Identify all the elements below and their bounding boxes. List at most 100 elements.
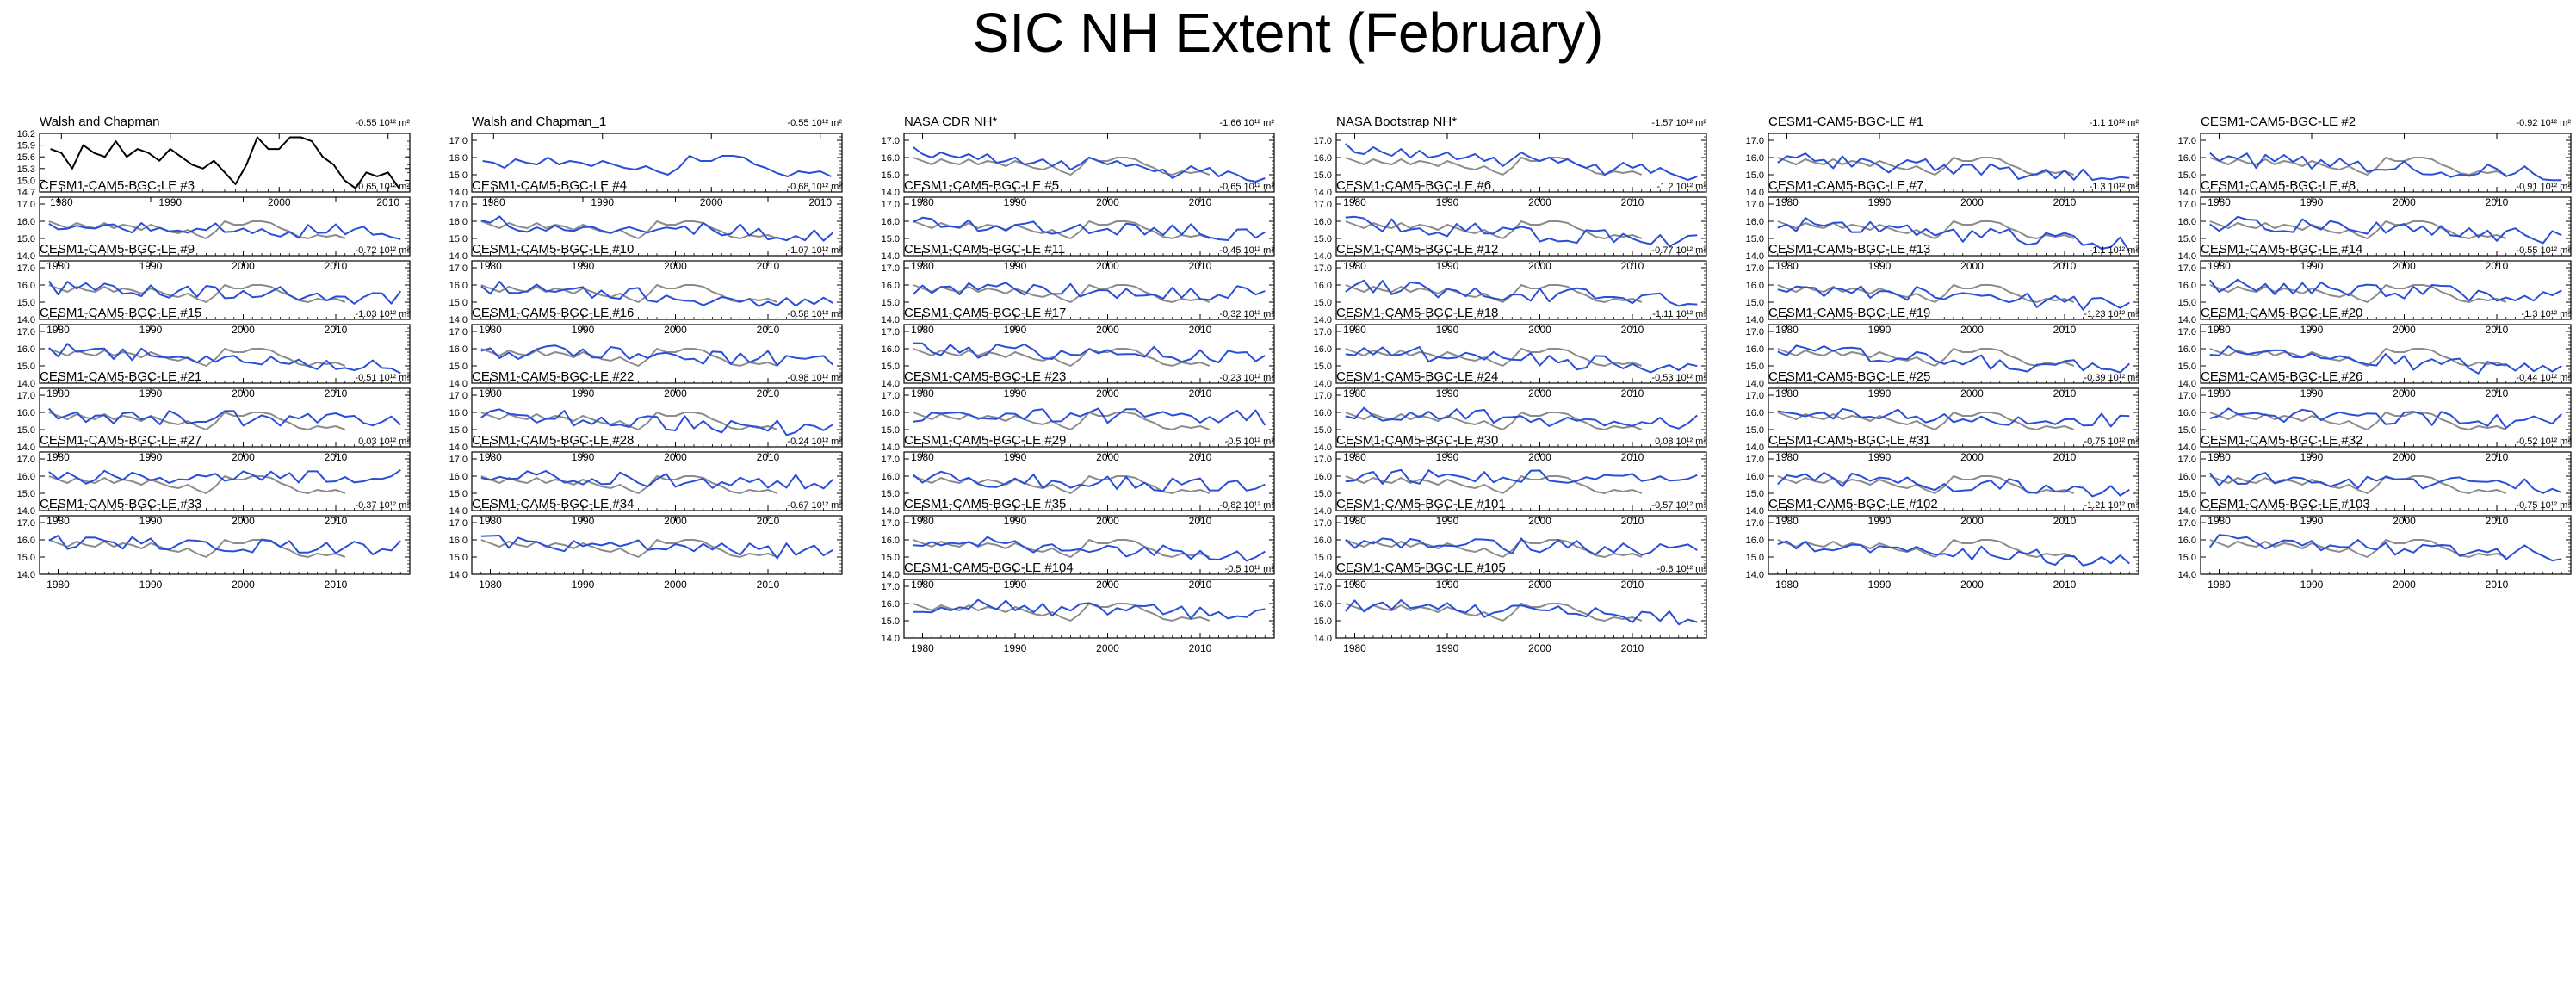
y-tick-label: 16.0 [449, 153, 468, 164]
y-tick-label: 16.0 [449, 344, 468, 355]
y-tick-label: 16.0 [1746, 408, 1764, 418]
trend-label: -0.55 10¹² m² [787, 118, 842, 128]
series-line [913, 598, 1266, 620]
x-tick-label: 2000 [1960, 579, 1984, 591]
y-tick-label: 16.0 [1314, 281, 1332, 291]
y-tick-label: 14.0 [449, 188, 468, 198]
trend-label: 0.03 10¹² m² [358, 436, 410, 447]
x-tick-label: 2010 [2053, 579, 2077, 591]
series-line [1345, 157, 1643, 176]
x-tick-label: 1990 [2300, 579, 2324, 591]
y-tick-label: 15.0 [449, 553, 468, 563]
chart-panel: CESM1-CAM5-BGC-LE #3 -0.65 10¹² m² 17.0 16.… [17, 178, 411, 272]
y-tick-label: 15.0 [17, 425, 35, 436]
x-tick-label: 1990 [591, 196, 614, 208]
trend-label: -1.11 10¹² m² [1652, 309, 1706, 319]
y-tick-label: 15.0 [17, 553, 35, 563]
series-line [1345, 406, 1698, 430]
chart-panel: CESM1-CAM5-BGC-LE #31 -0.75 10¹² m² 17.0 16… [1746, 433, 2139, 527]
series-line [480, 539, 778, 558]
plot-frame [39, 515, 411, 575]
series-line [1777, 540, 2130, 567]
series-line [2209, 345, 2562, 375]
y-tick-label: 14.0 [449, 506, 468, 517]
panel-title: NASA CDR NH* [904, 115, 998, 129]
series-line [1777, 152, 2130, 181]
series-line [913, 536, 1266, 562]
trend-label: -1.66 10¹² m² [1219, 118, 1274, 128]
x-tick-label: 2000 [2393, 579, 2416, 591]
chart-panel: CESM1-CAM5-BGC-LE #22 -0.98 10¹² m² 17.0 16… [449, 369, 843, 463]
trend-label: -1.03 10¹² m² [355, 309, 410, 319]
chart-panel: CESM1-CAM5-BGC-LE #34 -0.67 10¹² m² 17.0 16… [449, 497, 843, 591]
panel-title: CESM1-CAM5-BGC-LE #23 [904, 369, 1066, 384]
series-line [2209, 215, 2562, 245]
series-line [1345, 539, 1643, 558]
y-tick-label: 17.0 [449, 327, 468, 337]
series-line [2208, 534, 2562, 562]
y-tick-label: 14.0 [1746, 188, 1764, 198]
y-tick-label: 15.0 [882, 616, 900, 627]
y-tick-label: 14.0 [2178, 379, 2196, 389]
y-tick-label: 15.6 [17, 152, 35, 163]
y-tick-label: 14.0 [2178, 570, 2196, 580]
panel-title: CESM1-CAM5-BGC-LE #24 [1336, 369, 1498, 384]
trend-label: -1.3 10¹² m² [2090, 182, 2139, 192]
chart-panel: NASA CDR NH* -1.66 10¹² m² 17.0 16.0 15.0 14.… [882, 115, 1275, 208]
trend-label: -1.1 10¹² m² [2090, 245, 2139, 256]
x-tick-label: 1990 [1436, 642, 1459, 654]
panel-title: CESM1-CAM5-BGC-LE #32 [2201, 433, 2362, 448]
panel-title: CESM1-CAM5-BGC-LE #10 [472, 242, 634, 257]
y-tick-label: 15.0 [2178, 362, 2196, 372]
series-line [1777, 412, 2075, 430]
trend-label: -0.65 10¹² m² [355, 182, 410, 192]
y-tick-label: 16.0 [449, 472, 468, 482]
series-line [913, 216, 1266, 241]
series-line [480, 475, 778, 494]
y-tick-label: 14.7 [17, 188, 35, 198]
trend-label: -0.55 10¹² m² [355, 118, 410, 128]
chart-panel: NASA Bootstrap NH* -1.57 10¹² m² 17.0 16.0 1… [1314, 115, 1707, 208]
y-tick-label: 15.0 [449, 425, 468, 436]
trend-label: -0.58 10¹² m² [787, 309, 842, 319]
chart-panel: CESM1-CAM5-BGC-LE #16 -0.58 10¹² m² 17.0 16… [449, 306, 843, 399]
y-tick-label: 15.3 [17, 164, 35, 175]
y-tick-label: 16.0 [2178, 281, 2196, 291]
x-tick-label: 2010 [757, 579, 780, 591]
y-tick-label: 17.0 [17, 391, 35, 401]
series-line [48, 343, 401, 375]
y-tick-label: 14.0 [2178, 188, 2196, 198]
y-tick-label: 16.0 [2178, 408, 2196, 418]
y-tick-label: 14.0 [2178, 506, 2196, 517]
trend-label: -0.65 10¹² m² [1219, 182, 1274, 192]
y-tick-label: 16.0 [1314, 344, 1332, 355]
y-tick-label: 14.0 [17, 315, 35, 325]
trend-label: -1.3 10¹² m² [2522, 309, 2572, 319]
chart-panel: Walsh and Chapman -0.55 10¹² m²16.215.915… [17, 115, 411, 208]
trend-label: -0.92 10¹² m² [2516, 118, 2571, 128]
y-tick-label: 16.0 [882, 217, 900, 227]
y-tick-label: 17.0 [2178, 263, 2196, 274]
y-tick-label: 14.0 [882, 251, 900, 262]
y-tick-label: 14.0 [2178, 443, 2196, 453]
series-line [48, 468, 401, 485]
y-tick-label: 14.0 [1314, 188, 1332, 198]
series-line [1777, 284, 2075, 303]
panel-title: CESM1-CAM5-BGC-LE #33 [40, 497, 201, 511]
x-tick-label: 1980 [50, 196, 73, 208]
y-tick-label: 14.0 [2178, 251, 2196, 262]
x-tick-label: 1990 [1868, 579, 1892, 591]
y-tick-label: 15.0 [882, 553, 900, 563]
panel-title: CESM1-CAM5-BGC-LE #102 [1768, 497, 1938, 511]
chart-panel: CESM1-CAM5-BGC-LE #103 -0.75 10¹² m²17.01… [2178, 497, 2572, 591]
panel-title: CESM1-CAM5-BGC-LE #26 [2201, 369, 2362, 384]
chart-panel: CESM1-CAM5-BGC-LE #25 -0.39 10¹² m² 17.0 16… [1746, 369, 2139, 463]
x-tick-label: 2010 [808, 196, 832, 208]
y-tick-label: 15.0 [882, 489, 900, 499]
chart-panel: CESM1-CAM5-BGC-LE #24 -0.53 10¹² m² 17.0 16… [1314, 369, 1707, 463]
y-tick-label: 17.0 [2178, 518, 2196, 529]
y-tick-label: 17.0 [1314, 518, 1332, 529]
series-line [480, 344, 833, 367]
series-line [913, 220, 1211, 239]
y-tick-label: 16.0 [2178, 153, 2196, 164]
